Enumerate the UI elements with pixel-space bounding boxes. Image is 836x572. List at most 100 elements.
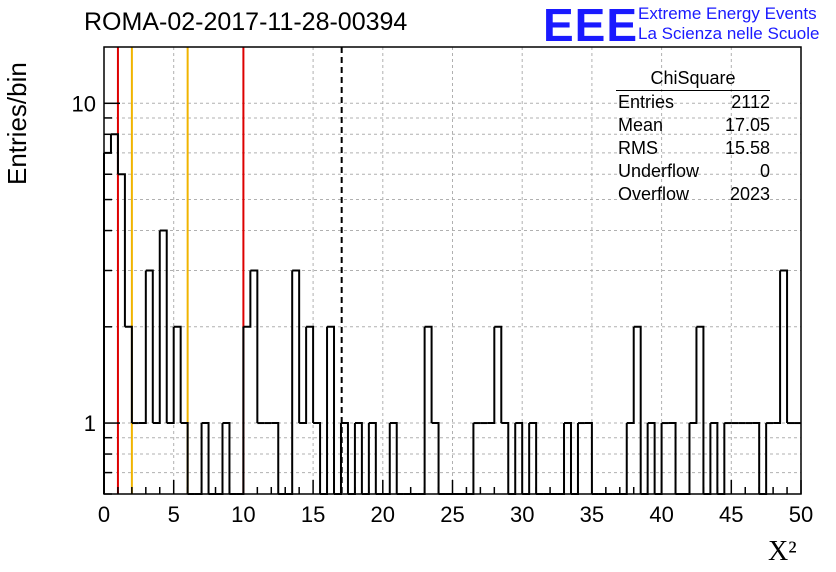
histogram-bin [494,325,503,424]
histogram-bin [557,423,566,495]
histogram-bin [717,423,726,495]
stats-label: RMS [618,138,658,158]
histogram-bin [654,423,663,495]
histogram-bin [466,423,475,495]
stats-value: 0 [759,161,770,181]
stats-value: 2023 [729,184,770,204]
histogram-bin [334,423,342,495]
histogram-bin [347,423,356,495]
histogram-bin [250,269,259,424]
histogram-bin [299,326,308,425]
stats-label: Entries [618,92,675,112]
histogram-bin [522,423,531,495]
histogram-bin [696,325,705,494]
x-tick-label: 25 [440,502,464,527]
histogram-bin [215,423,224,495]
x-tick-label: 45 [719,502,743,527]
histogram-bin [752,422,761,494]
histogram-bin [564,422,572,494]
histogram-bin [361,423,370,495]
histogram-bin [668,422,677,494]
histogram-bin [640,423,649,495]
histogram-bin [117,173,126,327]
histogram-bin [243,270,252,328]
histogram-bin [138,270,147,425]
histogram-bin [424,325,433,424]
histogram-bin [570,423,579,495]
histogram-bin [306,325,315,424]
x-tick-label: 15 [301,502,325,527]
x-tick-label: 50 [789,502,813,527]
histogram-bin [159,229,168,424]
histogram-bin [285,270,294,495]
histogram-bin [292,269,301,424]
histogram-bin [194,423,203,495]
histogram-bin [271,422,280,494]
stats-label: Underflow [618,161,700,181]
x-tick-label: 40 [649,502,673,527]
plot-title: ROMA-02-2017-11-28-00394 [84,8,408,36]
y-axis-label: Entries/bin [2,62,32,185]
stats-title: ChiSquare [616,68,770,91]
histogram-bin [501,422,510,494]
histogram-bin [166,326,175,425]
histogram-bin [152,230,161,425]
histogram-bin [508,423,517,495]
histogram-bin [104,134,112,154]
y-tick-label: 1 [84,411,96,436]
eee-logo: EEE [543,0,639,51]
histogram-bin [619,423,628,495]
histogram-bin [236,326,245,495]
histogram-bin [222,422,231,494]
histogram-bin [703,423,712,495]
histogram-bin [313,422,322,494]
x-tick-label: 35 [580,502,604,527]
histogram-bin [759,423,768,495]
histogram-bin [633,325,642,494]
histogram-bin [689,326,698,425]
stats-value: 15.58 [724,138,770,158]
stats-row-rms: RMS 15.58 [610,137,778,160]
histogram-bin [320,326,329,495]
histogram-bin [431,422,440,494]
stats-row-underflow: Underflow 0 [610,160,778,183]
histogram-bin [382,423,391,495]
stats-label: Overflow [618,184,690,204]
stats-label: Mean [618,115,664,135]
tick-labels: 0 5 10 15 20 25 30 35 40 45 50 1 10 [72,91,814,527]
stats-value: 17.05 [724,115,770,135]
axis-ticks [103,102,802,495]
histogram-bin [110,133,119,175]
x-tick-label: 30 [510,502,534,527]
histogram-bin [773,270,782,425]
histogram-bin [173,325,182,424]
logo-line-1: Extreme Energy Events [638,4,817,23]
histogram-bin [389,422,398,494]
histogram-bin [354,422,363,494]
stats-box: ChiSquare Entries 2112 Mean 17.05 RMS 15… [610,68,778,206]
stats-row-overflow: Overflow 2023 [610,183,778,206]
x-tick-label: 20 [371,502,395,527]
logo-line-2: La Scienza nelle Scuole [638,24,820,43]
histogram-bin [368,422,377,494]
histogram-bin [584,422,593,494]
histogram-bin [340,422,349,494]
x-tick-label: 10 [231,502,255,527]
histogram-bin [124,325,133,424]
x-tick-label: 5 [168,502,180,527]
histogram-bin [529,422,538,494]
histogram-bin [515,422,524,494]
stats-value: 2112 [731,92,770,112]
x-tick-label: 0 [98,502,110,527]
histogram-bin [201,422,210,494]
stats-row-entries: Entries 2112 [610,91,778,114]
histogram-bin [780,269,789,424]
histogram-bin [710,422,719,494]
histogram-bin [487,326,496,425]
histogram-bin [180,422,189,494]
stats-row-mean: Mean 17.05 [610,114,778,137]
histogram-bin [417,326,426,495]
x-axis-label: X² [768,536,797,567]
histogram-bin [145,269,154,424]
